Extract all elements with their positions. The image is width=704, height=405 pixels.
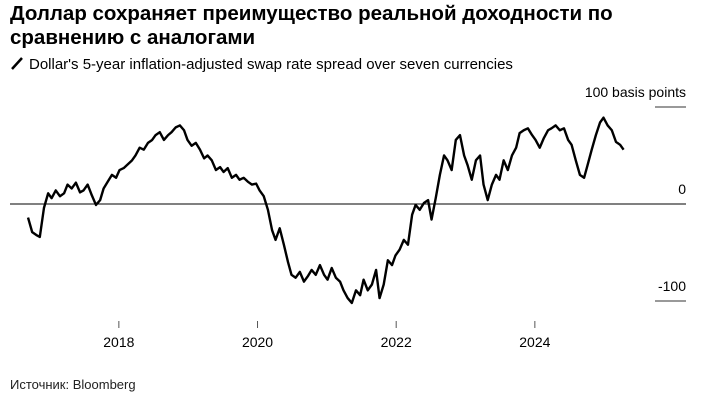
x-tick-label: 2020: [242, 334, 273, 350]
x-tick-label: 2024: [519, 334, 550, 350]
series-line: [26, 116, 625, 305]
y-tick-label: 100 basis points: [585, 84, 686, 100]
subtitle-row: Dollar's 5-year inflation-adjusted swap …: [10, 56, 513, 73]
slash-icon: [11, 57, 23, 70]
source: Источник: Bloomberg: [10, 377, 136, 392]
y-tick-label: -100: [658, 278, 686, 294]
y-tick-label: 0: [678, 181, 686, 197]
x-tick-label: 2018: [103, 334, 134, 350]
chart-title: Доллар сохраняет преимущество реальной д…: [10, 2, 613, 49]
x-tick-label: 2022: [381, 334, 412, 350]
chart-subtitle: Dollar's 5-year inflation-adjusted swap …: [29, 56, 513, 73]
chart: -100 0 100 basis points 2018 2020 2022 2024: [10, 84, 686, 350]
